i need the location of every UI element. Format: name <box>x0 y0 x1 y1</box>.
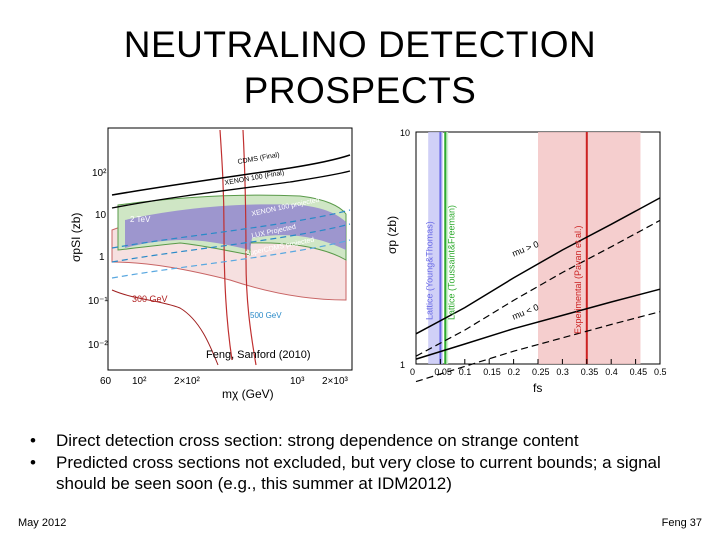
right-ytick: 10 <box>400 128 410 138</box>
right-ytick: 1 <box>400 360 405 370</box>
xenon-limit-line <box>111 170 351 209</box>
left-ytick: 1 <box>99 252 105 263</box>
left-ytick: 10⁻² <box>88 340 108 351</box>
right-xtick: 0.5 <box>654 367 667 377</box>
purple-region <box>125 204 346 250</box>
bullet-dot: • <box>30 453 36 472</box>
left-ylabel: σpSI (zb) <box>69 213 83 262</box>
band-region <box>428 132 443 364</box>
band-label: Experimental (Pavan et al.) <box>573 225 583 334</box>
left-xtick: 10² <box>132 376 147 387</box>
band-label: Lattice (Young&Thomas) <box>424 221 434 320</box>
right-xlabel: fs <box>533 381 542 395</box>
supercdms-projected-line <box>111 239 351 279</box>
red-contour <box>219 129 233 361</box>
right-plot: 0 0.05 0.1 0.15 0.2 0.25 0.3 0.35 0.4 0.45 0.5110 … <box>385 128 667 395</box>
band-label: Lattice (Toussaint&Freeman) <box>446 205 456 320</box>
left-ytick: 10 <box>95 210 107 221</box>
title-line-2: PROSPECTS <box>243 70 477 111</box>
series-band-line <box>415 311 661 383</box>
bullet-list: • Direct detection cross section: strong… <box>28 430 708 495</box>
bullet-item: • Direct detection cross section: strong… <box>28 430 708 451</box>
series-band-line <box>415 219 661 357</box>
right-xtick: 0.4 <box>605 367 618 377</box>
bullet-text: Direct detection cross section: strong d… <box>56 431 579 450</box>
red-contour <box>242 129 257 366</box>
right-ylabel: σp (zb) <box>385 216 399 254</box>
left-xtick: 10³ <box>290 376 305 387</box>
slide-title: NEUTRALINO DETECTION PROSPECTS <box>0 22 720 114</box>
footer-date: May 2012 <box>18 517 67 529</box>
figure-credit: Feng, Sanford (2010) <box>206 349 311 361</box>
left-xtick: 60 <box>100 376 112 387</box>
bullet-item: • Predicted cross sections not excluded,… <box>28 452 708 494</box>
lux-projected-line <box>111 223 351 263</box>
left-ytick: 10⁻¹ <box>88 296 108 307</box>
right-xtick: 0.15 <box>483 367 501 377</box>
left-ytick: 10² <box>92 168 107 179</box>
left-plot: 10² 10 1 10⁻¹ 10⁻² 60 10² 2×10² 10³ 2×10… <box>69 127 353 401</box>
left-xlabel: mχ (GeV) <box>222 387 274 401</box>
red-contour <box>111 289 219 366</box>
cdms-limit-line <box>111 154 351 196</box>
bullet-text: Predicted cross sections not excluded, b… <box>56 453 661 493</box>
right-xtick: 0.45 <box>630 367 648 377</box>
right-xtick: 0.2 <box>508 367 521 377</box>
right-xtick: 0.05 <box>434 367 452 377</box>
band-region <box>538 132 641 364</box>
series-line <box>415 197 661 335</box>
500gev-label: 500 GeV <box>250 311 282 320</box>
right-xtick: 0.3 <box>556 367 569 377</box>
left-xtick: 2×10³ <box>322 376 349 387</box>
title-line-1: NEUTRALINO DETECTION <box>123 24 597 65</box>
left-xtick: 2×10² <box>174 376 201 387</box>
300gev-label: 300 GeV <box>132 294 168 304</box>
right-xtick: 0.1 <box>459 367 472 377</box>
right-xtick: 0 <box>410 367 415 377</box>
footer-page: Feng 37 <box>661 517 702 529</box>
2tev-label: 2 TeV <box>130 215 151 224</box>
right-xtick: 0.25 <box>532 367 550 377</box>
bullet-dot: • <box>30 431 36 450</box>
series-line <box>415 288 661 360</box>
xenon-projected-line <box>111 209 351 249</box>
right-xtick: 0.35 <box>581 367 599 377</box>
